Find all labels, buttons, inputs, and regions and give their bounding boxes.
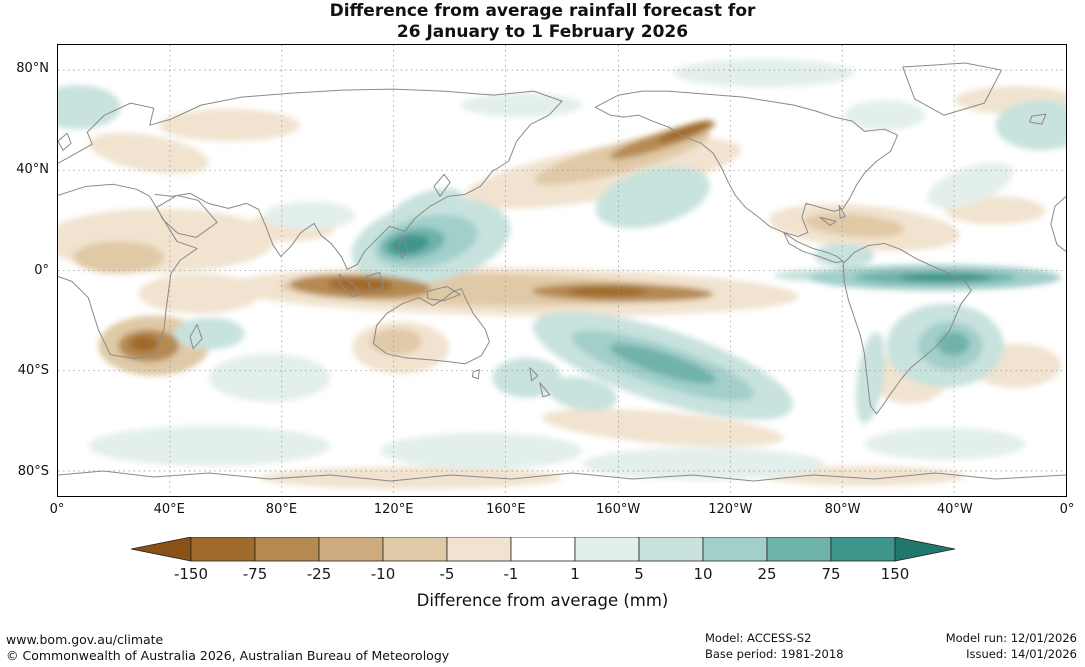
lon-tick-label: 160°E <box>486 502 526 517</box>
lon-tick-label: 120°W <box>708 502 753 517</box>
lat-tick-label: 40°N <box>16 161 49 177</box>
nz-east-wet <box>547 376 618 411</box>
issued-date: Issued: 14/01/2026 <box>966 646 1077 661</box>
coastline-new-world <box>594 62 1047 415</box>
lat-tick-label: 80°S <box>17 463 49 479</box>
north-atlantic-wet <box>995 100 1066 151</box>
brazil-wet-core <box>936 331 970 356</box>
lat-tick-label: 0° <box>34 262 49 278</box>
colorbar-segment <box>382 536 447 562</box>
lon-axis: 0° 40°E 80°E 120°E 160°E 160°W 120°W 80°W 40°W 0° <box>50 502 1075 520</box>
base-period: Base period: 1981-2018 <box>705 646 844 661</box>
south-africa-dry-inner <box>129 335 158 352</box>
colorbar: -150 -75 -25 -10 -5 -1 1 5 10 25 75 150 <box>0 536 1085 587</box>
colorbar-segment <box>446 536 511 562</box>
colorbar-tick-label: 10 <box>693 565 712 583</box>
mid-atlantic-wet <box>927 162 1014 209</box>
footer-run-info: Model run: 12/01/2026 Issued: 14/01/2026 <box>946 630 1077 662</box>
lon-tick-label: 80°W <box>824 502 861 517</box>
colorbar-tick-label: -150 <box>173 565 207 583</box>
colorbar-tick-label: -1 <box>503 565 518 583</box>
wet-patch <box>582 447 825 480</box>
equatorial-atlantic-wet-inner <box>899 273 991 282</box>
colorbar-segment <box>702 536 767 562</box>
sahel-dry <box>73 241 164 274</box>
lon-tick-label: 40°E <box>153 502 185 517</box>
spcz-wet-core <box>609 343 716 384</box>
sw-indian-wet <box>173 317 245 350</box>
copyright-text: © Commonwealth of Australia 2026, Austra… <box>6 647 450 663</box>
world-map-canvas <box>58 45 1066 496</box>
siberia-wet <box>461 93 583 118</box>
colorbar-segment <box>254 536 319 562</box>
lat-axis: 80°N 40°N 0° 40°S 80°S <box>0 44 53 497</box>
lat-tick-label: 80°N <box>16 61 49 77</box>
uk-wet <box>58 85 121 130</box>
colorbar-tick-label: 75 <box>821 565 840 583</box>
title-line-1: Difference from average rainfall forecas… <box>329 1 756 21</box>
wet-patch <box>380 432 583 469</box>
south-pacific-dry-band <box>542 408 784 447</box>
footer-left: www.bom.gov.au/climate © Commonwealth of… <box>6 632 449 665</box>
footer-model-info: Model: ACCESS-S2 Base period: 1981-2018 <box>705 630 844 662</box>
lon-tick-label: 0° <box>49 502 65 517</box>
anomaly-regions <box>58 59 1066 489</box>
lon-tick-label: 40°W <box>936 502 973 517</box>
colorbar-segment <box>574 536 639 562</box>
arctic-wet-patch <box>672 59 855 88</box>
colorbar-arrow-left <box>130 536 191 562</box>
lon-tick-label: 120°E <box>373 502 414 517</box>
colorbar-tick-label: -25 <box>306 565 331 583</box>
ne-pacific-wet <box>595 166 710 229</box>
colorbar-segment <box>318 536 383 562</box>
bom-url: www.bom.gov.au/climate <box>6 631 164 647</box>
model-run-date: Model run: 12/01/2026 <box>945 630 1077 645</box>
colorbar-tick-label: -75 <box>242 565 267 583</box>
coastline-antarctica <box>58 470 1066 482</box>
coastlines <box>58 62 1066 482</box>
west-australia-dry-core <box>369 328 422 355</box>
east-africa-dry <box>138 273 260 314</box>
central-asia-wet <box>264 201 356 230</box>
lon-tick-label: 0° <box>1059 502 1075 517</box>
colorbar-tick-label: 5 <box>634 565 644 583</box>
colorbar-segment <box>830 536 895 562</box>
coastline-old-world <box>58 88 1066 398</box>
page-title: Difference from average rainfall forecas… <box>0 1 1085 44</box>
russia-dry <box>158 109 300 142</box>
lat-tick-label: 40°S <box>17 363 49 379</box>
colorbar-tick-label: -5 <box>439 565 454 583</box>
indian-ocean-wet <box>209 353 331 402</box>
graticule <box>58 45 1066 496</box>
model-name: Model: ACCESS-S2 <box>705 630 812 645</box>
colorbar-tick-label: -10 <box>370 565 395 583</box>
lon-tick-label: 80°E <box>265 502 298 517</box>
canada-wet <box>844 100 925 131</box>
colorbar-segment <box>766 536 831 562</box>
wet-patch <box>864 427 1026 460</box>
colorbar-scale: -150 -75 -25 -10 -5 -1 1 5 10 25 75 150 <box>130 536 955 583</box>
andes-wet <box>855 332 885 424</box>
gulf-alaska-dry-inner <box>658 120 712 142</box>
europe-dry <box>89 132 209 174</box>
colorbar-segment <box>638 536 703 562</box>
colorbar-segment <box>510 536 575 562</box>
lon-tick-label: 160°W <box>596 502 641 517</box>
wet-patch <box>88 425 331 466</box>
colorbar-tick-label: 25 <box>757 565 776 583</box>
colorbar-tick-label: 150 <box>880 565 909 583</box>
colorbar-tick-label: 1 <box>570 565 580 583</box>
colorbar-label: Difference from average (mm) <box>416 591 669 610</box>
central-pacific-dry-inner <box>567 286 648 297</box>
title-line-2: 26 January to 1 February 2026 <box>396 22 689 43</box>
dry-patch <box>259 466 562 489</box>
colorbar-segment <box>190 536 255 562</box>
colorbar-arrow-right <box>894 536 955 562</box>
world-map <box>57 44 1067 497</box>
